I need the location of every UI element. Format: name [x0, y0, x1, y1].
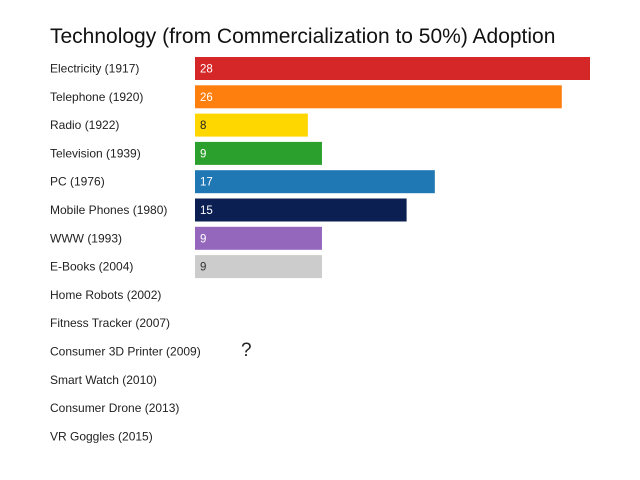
category-label-radio-1922: Radio (1922) — [50, 118, 119, 132]
bar-mobile-phones-1980 — [195, 198, 407, 222]
bar-value-label-telephone-1920: 26 — [200, 92, 213, 104]
bar-e-books-2004 — [195, 255, 322, 279]
bar-value-label-pc-1976: 17 — [200, 177, 213, 189]
category-label-e-books-2004: E-Books (2004) — [50, 260, 133, 274]
category-label-smart-watch-2010: Smart Watch (2010) — [50, 373, 157, 387]
bars — [195, 57, 590, 279]
category-label-telephone-1920: Telephone (1920) — [50, 90, 143, 104]
category-label-home-robots-2002: Home Robots (2002) — [50, 288, 161, 302]
category-label-television-1939: Television (1939) — [50, 146, 141, 160]
category-label-www-1993: WWW (1993) — [50, 231, 122, 245]
bar-pc-1976 — [195, 170, 435, 194]
bar-telephone-1920 — [195, 85, 562, 109]
category-label-vr-goggles-2015: VR Goggles (2015) — [50, 429, 153, 443]
category-label-consumer-drone-2013: Consumer Drone (2013) — [50, 401, 179, 415]
bar-value-label-www-1993: 9 — [200, 233, 206, 245]
bar-value-label-television-1939: 9 — [200, 148, 206, 160]
chart-title: Technology (from Commercialization to 50… — [50, 25, 555, 48]
category-label-consumer-3d-printer-2009: Consumer 3D Printer (2009) — [50, 345, 201, 359]
bar-television-1939 — [195, 141, 322, 165]
bar-value-label-radio-1922: 8 — [200, 120, 206, 132]
category-label-mobile-phones-1980: Mobile Phones (1980) — [50, 203, 167, 217]
bar-value-label-e-books-2004: 9 — [200, 262, 206, 274]
bar-value-labels: 28 26 8 9 17 15 9 9 — [200, 64, 213, 274]
category-label-fitness-tracker-2007: Fitness Tracker (2007) — [50, 316, 170, 330]
unknown-annotation: ? — [241, 340, 252, 361]
bar-value-label-electricity-1917: 28 — [200, 64, 213, 76]
bar-www-1993 — [195, 226, 322, 250]
bar-value-label-mobile-phones-1980: 15 — [200, 205, 213, 217]
category-label-electricity-1917: Electricity (1917) — [50, 62, 139, 76]
bar-electricity-1917 — [195, 57, 590, 80]
bar-radio-1922 — [195, 113, 308, 137]
category-labels: Electricity (1917) Telephone (1920) Radio … — [50, 62, 201, 444]
category-label-pc-1976: PC (1976) — [50, 175, 105, 189]
